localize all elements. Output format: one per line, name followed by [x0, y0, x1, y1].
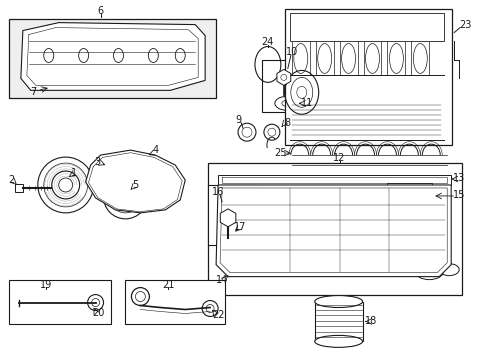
Bar — [262, 60, 316, 112]
Text: 3: 3 — [94, 157, 101, 167]
Polygon shape — [21, 23, 205, 90]
Bar — [289, 13, 443, 41]
Bar — [9, 280, 110, 324]
Text: 14: 14 — [216, 275, 228, 285]
Text: 20: 20 — [92, 309, 104, 319]
Ellipse shape — [59, 178, 73, 192]
Polygon shape — [276, 69, 290, 85]
Text: 1: 1 — [70, 168, 77, 178]
Bar — [386, 183, 431, 205]
Polygon shape — [339, 41, 357, 75]
Polygon shape — [220, 209, 235, 227]
Ellipse shape — [103, 175, 147, 219]
Polygon shape — [85, 150, 185, 213]
Polygon shape — [216, 185, 450, 276]
Text: 9: 9 — [234, 115, 241, 125]
Polygon shape — [218, 175, 450, 185]
Text: 15: 15 — [452, 190, 465, 200]
Text: 18: 18 — [365, 316, 377, 327]
Text: 12: 12 — [333, 153, 345, 163]
Polygon shape — [363, 41, 381, 75]
Text: 5: 5 — [132, 180, 138, 190]
Text: 23: 23 — [458, 19, 470, 30]
Text: 16: 16 — [211, 187, 224, 197]
Polygon shape — [291, 41, 309, 75]
Bar — [208, 185, 260, 245]
Polygon shape — [386, 41, 405, 75]
Text: 21: 21 — [162, 280, 174, 289]
Bar — [9, 19, 216, 98]
Text: 17: 17 — [233, 222, 245, 232]
Ellipse shape — [38, 157, 93, 213]
Text: 7: 7 — [30, 87, 36, 97]
Bar — [125, 280, 224, 324]
Text: 11: 11 — [300, 98, 312, 108]
Polygon shape — [410, 41, 428, 75]
Text: 25: 25 — [274, 148, 286, 158]
Ellipse shape — [314, 336, 362, 347]
Bar — [208, 163, 461, 294]
Text: 22: 22 — [211, 310, 224, 320]
Text: 6: 6 — [97, 6, 103, 15]
Polygon shape — [315, 41, 333, 75]
Text: 19: 19 — [40, 280, 52, 289]
Ellipse shape — [116, 188, 134, 206]
Text: 8: 8 — [284, 118, 290, 128]
Polygon shape — [15, 184, 23, 192]
Text: 4: 4 — [152, 145, 158, 155]
Bar — [314, 302, 362, 341]
Bar — [285, 9, 451, 145]
Text: 13: 13 — [452, 173, 465, 183]
Text: 10: 10 — [285, 48, 297, 58]
Ellipse shape — [314, 296, 362, 307]
Text: 24: 24 — [261, 36, 274, 46]
Text: 2: 2 — [8, 175, 14, 185]
